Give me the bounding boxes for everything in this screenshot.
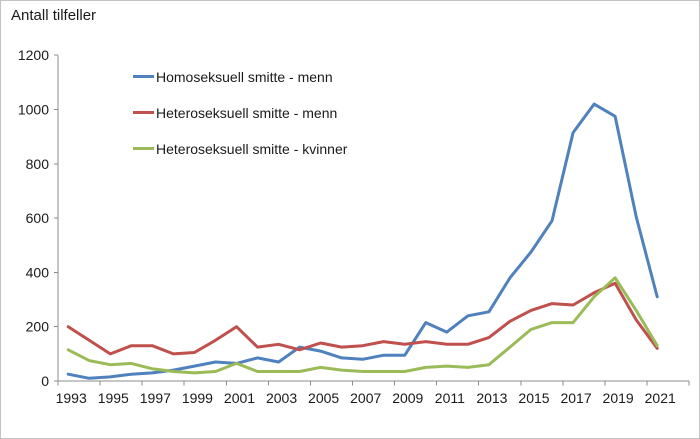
x-tick-label: 2021	[645, 390, 676, 406]
x-tick-label: 2015	[518, 390, 549, 406]
y-tick-label: 200	[26, 319, 50, 335]
legend-label: Heteroseksuell smitte - menn	[156, 104, 338, 121]
legend-item-homoseksuell-menn: Homoseksuell smitte - menn	[133, 68, 347, 85]
x-tick-label: 2019	[603, 390, 634, 406]
legend-item-heteroseksuell-kvinner: Heteroseksuell smitte - kvinner	[133, 140, 347, 157]
legend-label: Heteroseksuell smitte - kvinner	[156, 140, 348, 157]
y-tick-label: 400	[26, 264, 50, 280]
y-tick-label: 600	[26, 210, 50, 226]
series-line-1	[66, 281, 659, 356]
x-tick-label: 2003	[266, 390, 297, 406]
x-tick-label: 2013	[476, 390, 507, 406]
legend-swatch-green-line-icon	[133, 147, 154, 150]
x-tick-label: 1995	[98, 390, 129, 406]
legend-swatch-blue-line-icon	[133, 75, 154, 78]
y-tick-label: 1000	[18, 102, 49, 118]
x-tick-label: 1993	[56, 390, 87, 406]
series-line-2	[66, 276, 659, 375]
x-tick-label: 2007	[350, 390, 381, 406]
x-tick-label: 2009	[392, 390, 423, 406]
legend-label: Homoseksuell smitte - menn	[156, 68, 333, 85]
y-tick-label: 0	[41, 373, 49, 389]
chart-title: Antall tilfeller	[11, 7, 97, 24]
x-tick-label: 2017	[560, 390, 591, 406]
x-tick-label: 2005	[308, 390, 339, 406]
x-tick-label: 2001	[224, 390, 255, 406]
y-tick-label: 1200	[18, 47, 49, 63]
y-tick-label: 800	[26, 156, 50, 172]
x-tick-label: 1997	[140, 390, 171, 406]
legend-item-heteroseksuell-menn: Heteroseksuell smitte - menn	[133, 104, 347, 121]
chart-legend: Homoseksuell smitte - menn Heteroseksuel…	[133, 68, 347, 176]
x-tick-label: 2011	[435, 390, 465, 406]
legend-swatch-red-line-icon	[133, 111, 154, 114]
x-tick-label: 1999	[182, 390, 213, 406]
